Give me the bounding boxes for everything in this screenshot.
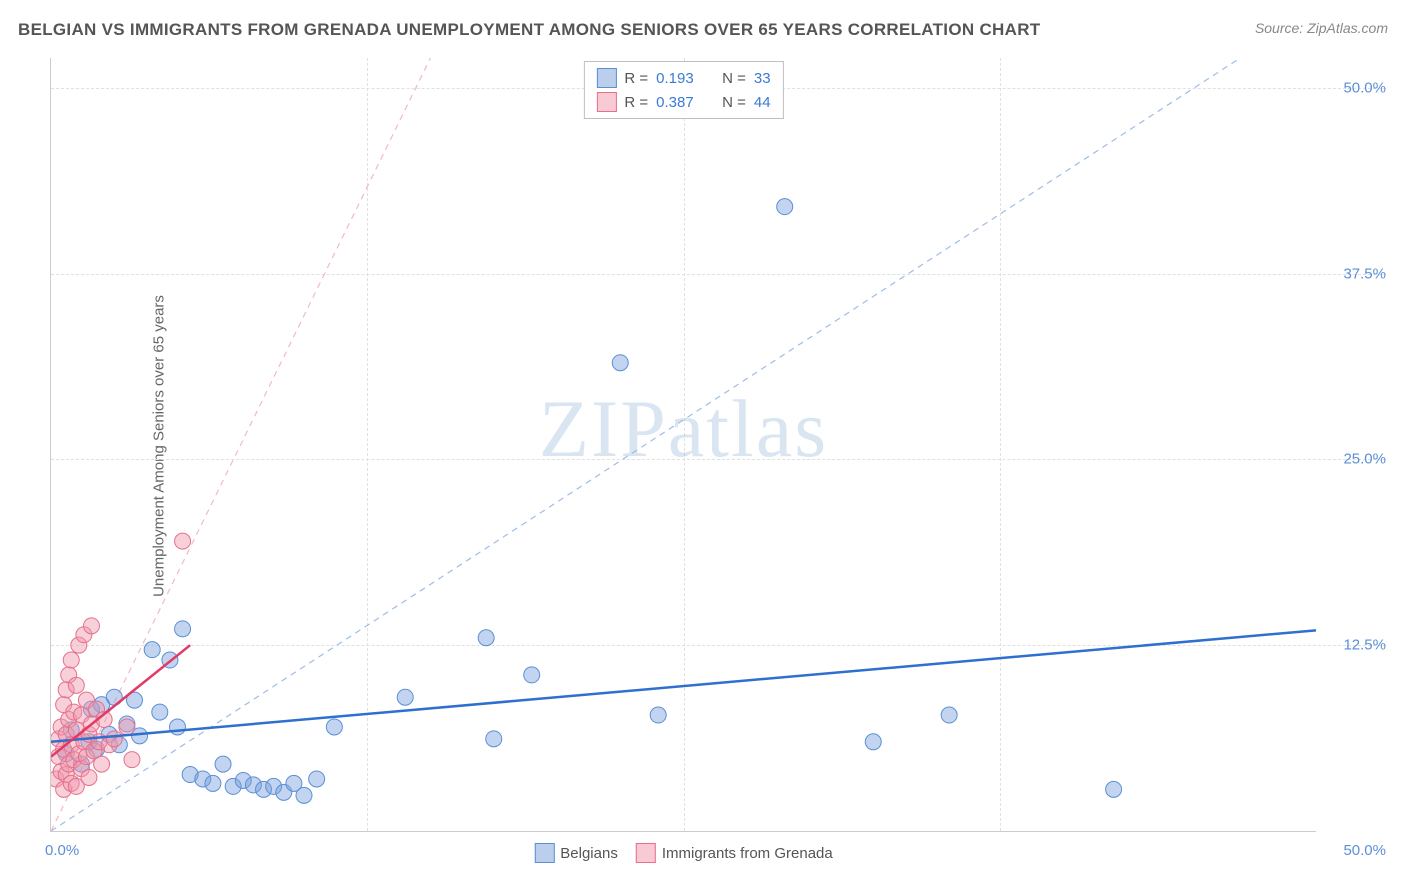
legend-label-belgians: Belgians bbox=[560, 845, 618, 862]
y-tick-label: 12.5% bbox=[1326, 637, 1386, 654]
chart-title: BELGIAN VS IMMIGRANTS FROM GRENADA UNEMP… bbox=[18, 20, 1040, 40]
data-point bbox=[524, 667, 540, 683]
n-label: N = bbox=[722, 70, 746, 87]
y-tick-label: 25.0% bbox=[1326, 451, 1386, 468]
n-value-grenada: 44 bbox=[754, 94, 771, 111]
r-value-grenada: 0.387 bbox=[656, 94, 704, 111]
swatch-blue-icon bbox=[596, 68, 616, 88]
legend-series: Belgians Immigrants from Grenada bbox=[534, 843, 832, 863]
data-point bbox=[1106, 781, 1122, 797]
legend-label-grenada: Immigrants from Grenada bbox=[662, 845, 833, 862]
plot-region: ZIPatlas R = 0.193 N = 33 R = 0.387 N = … bbox=[50, 58, 1316, 832]
x-tick-max: 50.0% bbox=[1326, 842, 1386, 859]
data-point bbox=[175, 621, 191, 637]
legend-row-belgians: R = 0.193 N = 33 bbox=[596, 66, 770, 90]
reference-line bbox=[51, 58, 1240, 831]
swatch-pink-icon bbox=[596, 92, 616, 112]
data-point bbox=[326, 719, 342, 735]
data-point bbox=[94, 756, 110, 772]
data-point bbox=[309, 771, 325, 787]
legend-correlation: R = 0.193 N = 33 R = 0.387 N = 44 bbox=[583, 61, 783, 119]
data-point bbox=[144, 642, 160, 658]
data-point bbox=[152, 704, 168, 720]
data-point bbox=[215, 756, 231, 772]
data-point bbox=[175, 533, 191, 549]
r-value-belgians: 0.193 bbox=[656, 70, 704, 87]
r-label: R = bbox=[624, 70, 648, 87]
data-point bbox=[119, 719, 135, 735]
x-tick-origin: 0.0% bbox=[45, 842, 79, 859]
y-tick-label: 37.5% bbox=[1326, 265, 1386, 282]
swatch-blue-icon bbox=[534, 843, 554, 863]
data-point bbox=[81, 769, 97, 785]
n-value-belgians: 33 bbox=[754, 70, 771, 87]
trend-line bbox=[51, 630, 1316, 741]
chart-header: BELGIAN VS IMMIGRANTS FROM GRENADA UNEMP… bbox=[18, 20, 1388, 40]
data-point bbox=[296, 787, 312, 803]
r-label: R = bbox=[624, 94, 648, 111]
data-point bbox=[170, 719, 186, 735]
data-point bbox=[106, 731, 122, 747]
swatch-pink-icon bbox=[636, 843, 656, 863]
data-point bbox=[612, 355, 628, 371]
data-point bbox=[68, 677, 84, 693]
scatter-svg bbox=[51, 58, 1316, 831]
y-tick-label: 50.0% bbox=[1326, 79, 1386, 96]
data-point bbox=[83, 618, 99, 634]
data-point bbox=[865, 734, 881, 750]
data-point bbox=[650, 707, 666, 723]
legend-item-belgians: Belgians bbox=[534, 843, 618, 863]
legend-row-grenada: R = 0.387 N = 44 bbox=[596, 90, 770, 114]
chart-area: ZIPatlas R = 0.193 N = 33 R = 0.387 N = … bbox=[50, 58, 1386, 832]
chart-source: Source: ZipAtlas.com bbox=[1255, 20, 1388, 36]
data-point bbox=[478, 630, 494, 646]
data-point bbox=[205, 775, 221, 791]
data-point bbox=[124, 752, 140, 768]
data-point bbox=[486, 731, 502, 747]
data-point bbox=[941, 707, 957, 723]
data-point bbox=[777, 199, 793, 215]
n-label: N = bbox=[722, 94, 746, 111]
legend-item-grenada: Immigrants from Grenada bbox=[636, 843, 833, 863]
data-point bbox=[63, 652, 79, 668]
data-point bbox=[397, 689, 413, 705]
